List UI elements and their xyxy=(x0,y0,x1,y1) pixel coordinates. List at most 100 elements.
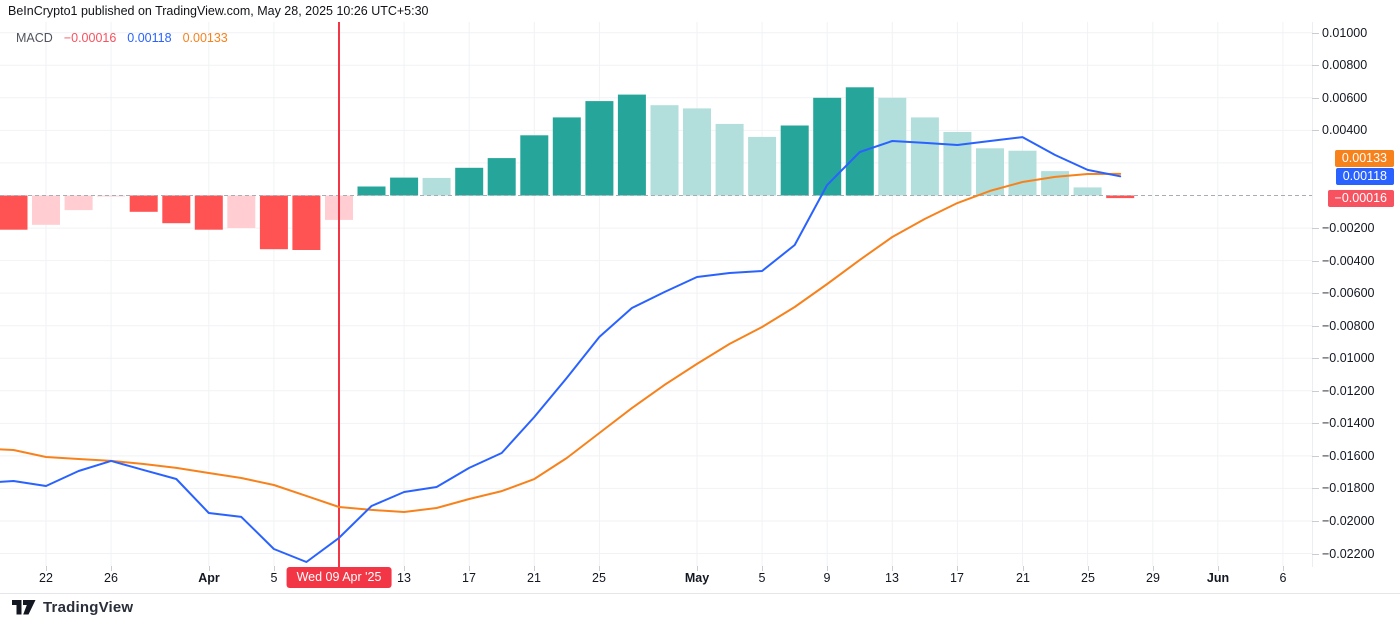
time-tick-mark xyxy=(1283,566,1284,571)
histogram-bar[interactable] xyxy=(129,195,158,212)
price-tick-label: −0.00600 xyxy=(1322,286,1375,300)
tradingview-logo[interactable]: TradingView xyxy=(12,599,133,616)
macd-legend[interactable]: MACD −0.00016 0.00118 0.00133 xyxy=(16,31,228,45)
price-tick-mark xyxy=(1312,423,1319,424)
histogram-bar[interactable] xyxy=(748,136,777,196)
time-tick-label: Jun xyxy=(1206,571,1230,585)
histogram-bar[interactable] xyxy=(162,195,191,224)
price-tick-mark xyxy=(1312,228,1319,229)
histogram-bar[interactable] xyxy=(520,135,549,196)
signal-line[interactable] xyxy=(0,172,1122,513)
time-tick-label: 29 xyxy=(1146,571,1160,585)
histogram-bar[interactable] xyxy=(97,195,126,197)
time-tick-label: Apr xyxy=(198,571,220,585)
histogram-bar[interactable] xyxy=(780,125,809,196)
price-tick-label: −0.02200 xyxy=(1322,547,1375,561)
price-tick-mark xyxy=(1312,456,1319,457)
time-tick-label: 9 xyxy=(823,571,831,585)
time-tick-label: 5 xyxy=(270,571,278,585)
time-tick-mark xyxy=(892,566,893,571)
time-tick-label: 13 xyxy=(397,571,411,585)
price-tick-mark xyxy=(1312,33,1319,34)
price-tick-label: −0.00200 xyxy=(1322,221,1375,235)
histogram-bar[interactable] xyxy=(259,195,288,250)
histogram-bar[interactable] xyxy=(455,167,484,196)
price-tick-mark xyxy=(1312,326,1319,327)
axis-badge-histogram: −0.00016 xyxy=(1327,190,1394,207)
time-tick-mark xyxy=(1088,566,1089,571)
histogram-bar[interactable] xyxy=(1041,171,1070,196)
histogram-bar[interactable] xyxy=(227,195,256,229)
time-tick-mark xyxy=(469,566,470,571)
histogram-bar[interactable] xyxy=(617,94,646,196)
histogram-bar[interactable] xyxy=(585,101,614,196)
histogram-bar[interactable] xyxy=(1106,195,1135,199)
tradingview-logo-icon xyxy=(12,600,36,615)
price-axis-separator xyxy=(1312,22,1313,567)
histogram-bar[interactable] xyxy=(878,97,907,196)
histogram-bar[interactable] xyxy=(422,177,451,196)
time-tick-label: 6 xyxy=(1279,571,1287,585)
price-tick-mark xyxy=(1312,65,1319,66)
price-tick-mark xyxy=(1312,554,1319,555)
histogram-bar[interactable] xyxy=(0,195,28,230)
time-tick-mark xyxy=(1218,566,1219,571)
price-tick-label: −0.01200 xyxy=(1322,384,1375,398)
price-tick-label: −0.02000 xyxy=(1322,514,1375,528)
time-tick-mark xyxy=(1153,566,1154,571)
histogram-bar[interactable] xyxy=(943,132,972,196)
price-tick-label: −0.01800 xyxy=(1322,481,1375,495)
time-tick-mark xyxy=(957,566,958,571)
time-tick-label: 22 xyxy=(39,571,53,585)
price-tick-label: −0.01600 xyxy=(1322,449,1375,463)
time-axis[interactable] xyxy=(0,566,1312,593)
axis-badge-macd: 0.00118 xyxy=(1335,168,1394,185)
time-tick-mark xyxy=(46,566,47,571)
price-tick-mark xyxy=(1312,358,1319,359)
time-tick-mark xyxy=(1023,566,1024,571)
histogram-bar[interactable] xyxy=(64,195,93,211)
histogram-bar[interactable] xyxy=(487,158,516,196)
time-tick-label: May xyxy=(684,571,710,585)
histogram-bar[interactable] xyxy=(1073,187,1102,196)
histogram-bar[interactable] xyxy=(194,195,223,230)
histogram-bars xyxy=(0,87,1135,251)
time-tick-mark xyxy=(762,566,763,571)
axis-badge-signal: 0.00133 xyxy=(1334,150,1394,167)
price-tick-mark xyxy=(1312,391,1319,392)
price-tick-label: −0.00400 xyxy=(1322,254,1375,268)
histogram-bar[interactable] xyxy=(910,117,939,196)
time-tick-mark xyxy=(274,566,275,571)
histogram-bar[interactable] xyxy=(552,117,581,196)
histogram-bar[interactable] xyxy=(32,195,60,225)
histogram-bar[interactable] xyxy=(390,177,419,196)
time-tick-mark xyxy=(827,566,828,571)
histogram-bar[interactable] xyxy=(813,97,842,196)
histogram-bar[interactable] xyxy=(292,195,321,251)
price-tick-label: −0.01400 xyxy=(1322,416,1375,430)
time-tick-label: 17 xyxy=(950,571,964,585)
time-tick-label: 21 xyxy=(1016,571,1030,585)
price-tick-label: −0.00800 xyxy=(1322,319,1375,333)
histogram-bar[interactable] xyxy=(715,123,744,196)
histogram-bar[interactable] xyxy=(1008,150,1037,196)
time-tick-label: 5 xyxy=(758,571,766,585)
price-tick-mark xyxy=(1312,261,1319,262)
time-tick-label: 13 xyxy=(885,571,899,585)
time-tick-label: 25 xyxy=(592,571,606,585)
time-tick-mark xyxy=(209,566,210,571)
price-tick-label: 0.01000 xyxy=(1322,26,1368,40)
histogram-bar[interactable] xyxy=(650,105,679,196)
price-tick-mark xyxy=(1312,293,1319,294)
time-tick-mark xyxy=(697,566,698,571)
publish-attribution-line: BeInCrypto1 published on TradingView.com… xyxy=(8,4,429,18)
macd-line[interactable] xyxy=(0,136,1122,563)
histogram-bar[interactable] xyxy=(683,108,711,196)
price-tick-label: −0.01000 xyxy=(1322,351,1375,365)
histogram-bar[interactable] xyxy=(845,87,874,196)
time-axis-separator xyxy=(0,593,1400,594)
histogram-bar[interactable] xyxy=(357,186,386,196)
time-tick-label: 21 xyxy=(527,571,541,585)
